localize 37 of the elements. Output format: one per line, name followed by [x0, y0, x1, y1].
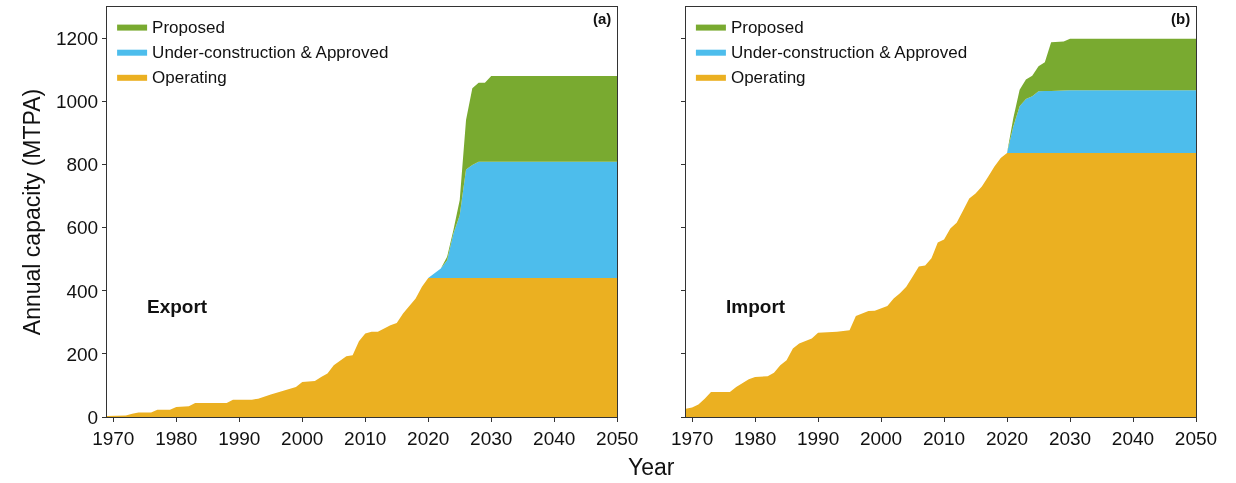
- legend-label: Proposed: [730, 18, 804, 38]
- x-tick-label: 2050: [596, 427, 639, 449]
- x-tick-label: 1980: [733, 427, 777, 449]
- legend-label: Operating: [730, 68, 806, 88]
- legend-label: Proposed: [152, 18, 225, 38]
- x-tick-label: 2040: [533, 427, 576, 449]
- x-tick-label: 2030: [470, 427, 513, 449]
- x-tick-label: 1980: [155, 427, 198, 449]
- y-tick-label: 0: [87, 406, 99, 428]
- x-tick-label: 1990: [218, 427, 261, 449]
- x-tick-label: 2040: [1111, 427, 1155, 449]
- legend-label: Operating: [152, 68, 227, 88]
- x-tick-label: 2010: [922, 427, 966, 449]
- y-tick-label: 400: [66, 280, 99, 302]
- y-axis-title: Annual capacity (MTPA): [19, 88, 46, 336]
- x-tick-label: 1990: [796, 427, 840, 449]
- x-tick-label: 1970: [92, 427, 135, 449]
- y-tick-label: 600: [66, 217, 99, 239]
- legend-label: Under-construction & Approved: [152, 43, 389, 63]
- annotation: Import: [726, 296, 786, 317]
- y-tick-label: 1000: [55, 91, 99, 113]
- x-tick-label: 2010: [344, 427, 387, 449]
- legend-label: Under-construction & Approved: [730, 43, 968, 63]
- y-tick-label: 800: [66, 154, 99, 176]
- x-tick-label: 1970: [670, 427, 714, 449]
- x-tick-label: 2030: [1048, 427, 1092, 449]
- x-tick-label: 2020: [407, 427, 450, 449]
- y-tick-label: 200: [66, 343, 99, 365]
- annotation: (a): [593, 10, 612, 27]
- annotation: Export: [147, 296, 208, 317]
- x-axis-title: Year: [628, 454, 675, 480]
- x-tick-label: 2000: [281, 427, 324, 449]
- x-tick-label: 2050: [1174, 427, 1218, 449]
- x-tick-label: 2020: [985, 427, 1029, 449]
- x-tick-label: 2000: [859, 427, 903, 449]
- annotation: (b): [1171, 10, 1191, 27]
- y-tick-label: 1200: [55, 28, 99, 50]
